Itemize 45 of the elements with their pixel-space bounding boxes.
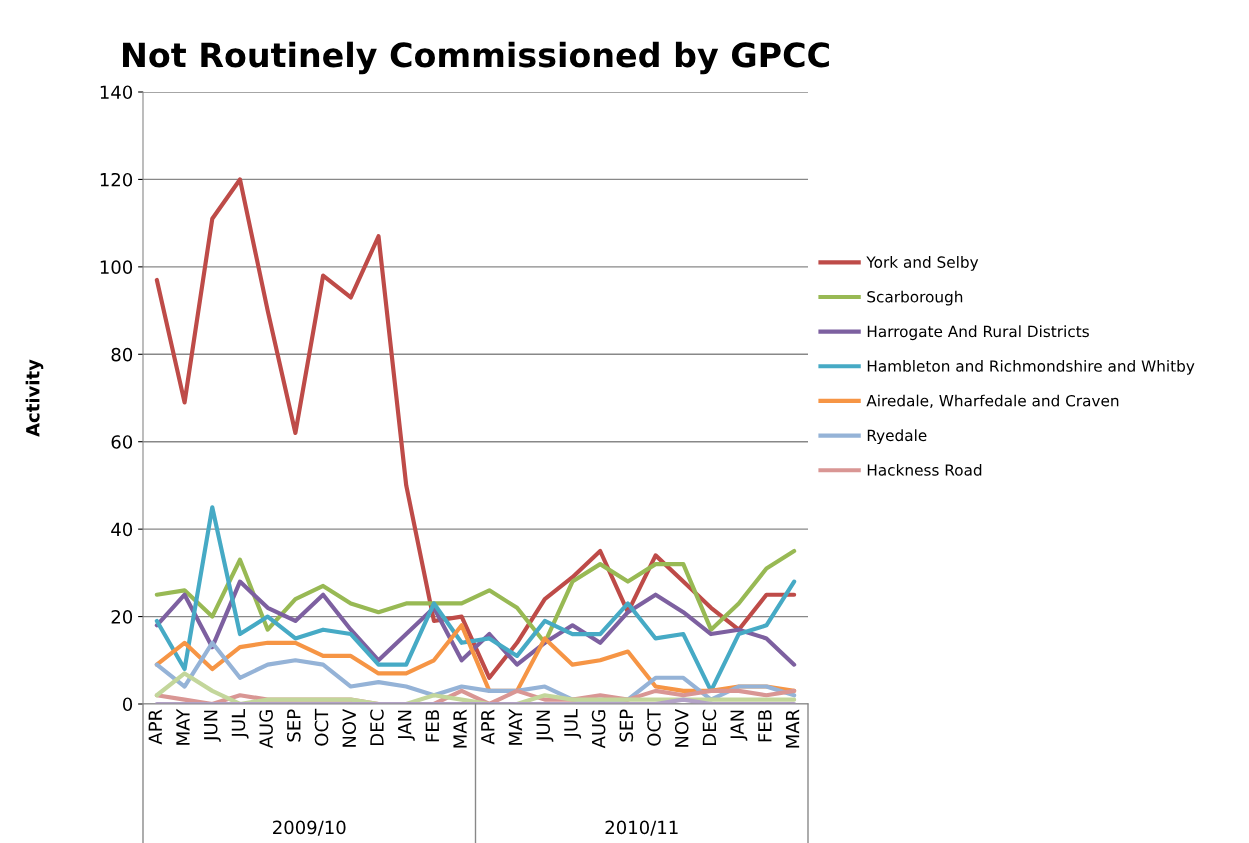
chart-title: Not Routinely Commissioned by GPCC	[123, 41, 829, 75]
x-tick-label: OCT	[647, 708, 661, 746]
x-tick-label: MAR	[785, 709, 800, 748]
x-tick-label: NOV	[342, 709, 357, 747]
x-tick-label: FEB	[425, 710, 439, 742]
x-tick-label: APR	[481, 709, 495, 745]
y-tick-label: 120	[100, 172, 133, 187]
x-tick-label: MAR	[453, 709, 467, 748]
x-tick-label: JUN	[204, 710, 221, 742]
legend-label: Ryedale	[867, 429, 927, 445]
x-tick-label: JUL	[564, 708, 582, 739]
y-tick-label: 80	[111, 347, 133, 362]
x-tick-label: AUG	[591, 710, 606, 749]
legend-label: Harrogate And Rural Districts	[867, 325, 1089, 341]
x-tick-label: FEB	[758, 710, 772, 742]
legend-label: Hambleton and Richmondshire and Whitby	[867, 360, 1195, 375]
y-tick-label: 100	[100, 260, 133, 274]
y-tick-label: 40	[111, 522, 133, 537]
x-tick-label: JUL	[231, 708, 249, 739]
x-tick-label: JAN	[730, 710, 748, 741]
y-tick-label: 0	[122, 697, 133, 712]
text: 2009/10	[273, 820, 346, 836]
x-tick-label: MAY	[176, 708, 190, 745]
line-series	[154, 177, 797, 680]
x-tick-label: DEC	[370, 709, 384, 746]
x-tick-label: JAN	[398, 710, 415, 741]
x-tick-label: AUG	[259, 710, 273, 749]
y-axis-title: Activity	[25, 359, 44, 437]
x-tick-label: APR	[148, 709, 162, 745]
x-tick-label: SEP	[619, 709, 634, 742]
text: 2010/11	[605, 820, 678, 836]
legend-label: York and Selby	[866, 256, 979, 271]
legend-label: Scarborough	[867, 290, 963, 306]
legend-label: Hackness Road	[867, 463, 982, 476]
x-tick-label: MAY	[508, 708, 523, 745]
line-series	[154, 671, 797, 704]
legend-label: Airedale, Wharfedale and Craven	[866, 394, 1119, 409]
x-tick-label: DEC	[702, 709, 717, 746]
x-tick-label: JUN	[536, 710, 554, 742]
x-tick-label: SEP	[286, 709, 301, 742]
x-tick-label: OCT	[314, 708, 329, 746]
y-tick-label: 140	[100, 85, 133, 100]
x-tick-label: NOV	[674, 709, 689, 747]
y-tick-label: 60	[111, 435, 133, 449]
y-tick-label: 20	[111, 610, 133, 624]
